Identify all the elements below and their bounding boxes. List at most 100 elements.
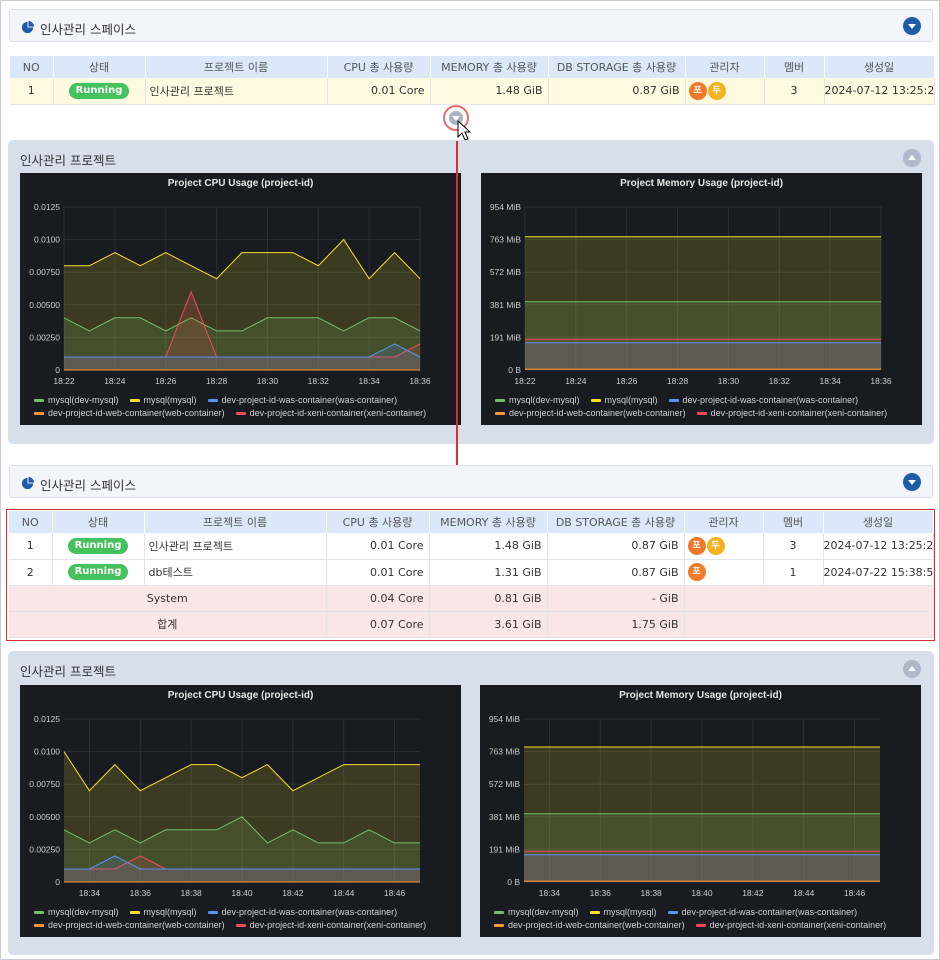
legend-label: dev-project-id-web-container(web-contain…	[48, 408, 225, 418]
legend-item[interactable]: mysql(dev-mysql)	[494, 906, 579, 919]
column-header[interactable]: 생성일	[823, 511, 934, 533]
y-tick-label: 381 MiB	[490, 300, 522, 310]
series-area	[64, 855, 420, 882]
column-header[interactable]: 멤버	[763, 511, 824, 533]
legend-item[interactable]: mysql(mysql)	[589, 906, 657, 919]
table-row[interactable]: 1 Running 인사관리 프로젝트 0.01 Core 1.48 GiB 0.87 G…	[10, 78, 935, 105]
admin-avatar[interactable]: 포	[687, 536, 706, 555]
table-row[interactable]: 1 Running 인사관리 프로젝트 0.01 Core 1.48 GiB 0.87 G…	[9, 533, 934, 560]
legend-item[interactable]: mysql(mysql)	[590, 394, 658, 407]
chevron-down-icon	[449, 111, 463, 125]
admin-avatar[interactable]: 두	[706, 536, 725, 555]
chevron-up-icon[interactable]	[903, 149, 921, 167]
summary-memory: 0.81 GiB	[429, 585, 548, 612]
series-line	[64, 855, 420, 870]
x-tick-label: 18:36	[130, 888, 152, 898]
row-project-name[interactable]: db테스트	[144, 559, 327, 586]
column-header[interactable]: DB STORAGE 총 사용량	[548, 56, 686, 78]
series-area	[525, 339, 881, 370]
legend-item[interactable]: dev-project-id-web-container(web-contain…	[34, 919, 225, 932]
legend-label: mysql(mysql)	[604, 395, 658, 405]
row-cpu-usage: 0.01 Core	[327, 78, 431, 105]
collapse-toggle-icon[interactable]	[903, 17, 921, 35]
series-area	[524, 851, 880, 882]
column-header[interactable]: DB STORAGE 총 사용량	[547, 511, 685, 533]
admin-avatar[interactable]: 두	[707, 81, 726, 100]
chart-title: Project Memory Usage (project-id)	[620, 178, 783, 189]
mouse-cursor-icon	[457, 120, 472, 141]
column-header[interactable]: 멤버	[764, 56, 825, 78]
legend-item[interactable]: dev-project-id-xeni-container(xeni-conta…	[696, 407, 887, 420]
chart-plot: 954 MiB 763 MiB 572 MiB 381 MiB 191 MiB 0 B 18…	[489, 714, 880, 898]
legend-label: dev-project-id-web-container(web-contain…	[508, 920, 685, 930]
legend-item[interactable]: dev-project-id-was-container(was-contain…	[207, 394, 398, 407]
series-line	[63, 816, 420, 844]
column-header[interactable]: MEMORY 총 사용량	[430, 56, 549, 78]
legend-label: dev-project-id-was-container(was-contain…	[221, 395, 398, 405]
legend-item[interactable]: mysql(mysql)	[129, 394, 197, 407]
legend-item[interactable]: dev-project-id-was-container(was-contain…	[667, 906, 857, 919]
legend-item[interactable]: dev-project-id-web-container(web-contain…	[34, 407, 225, 420]
column-header[interactable]: 상태	[53, 56, 146, 78]
legend-label: mysql(mysql)	[603, 907, 657, 917]
series-line	[64, 238, 421, 280]
summary-row: 합계 0.07 Core 3.61 GiB 1.75 GiB	[9, 611, 934, 638]
x-tick-label: 18:30	[718, 376, 740, 386]
legend-item[interactable]: dev-project-id-web-container(web-contain…	[495, 407, 686, 420]
row-created-date: 2024-07-12 13:25:23	[823, 533, 934, 560]
column-header[interactable]: 프로젝트 이름	[145, 56, 328, 78]
expand-row-button[interactable]	[443, 105, 469, 131]
pie-chart-icon	[21, 477, 34, 490]
row-project-name[interactable]: 인사관리 프로젝트	[145, 78, 328, 105]
column-header[interactable]: 관리자	[685, 56, 765, 78]
y-tick-label: 763 MiB	[490, 235, 522, 245]
legend-item[interactable]: dev-project-id-was-container(was-contain…	[207, 906, 397, 919]
legend-item[interactable]: dev-project-id-xeni-container(xeni-conta…	[235, 407, 426, 420]
legend-item[interactable]: mysql(dev-mysql)	[34, 906, 119, 919]
legend-item[interactable]: mysql(dev-mysql)	[34, 394, 119, 407]
column-header[interactable]: NO	[9, 511, 53, 533]
space-header[interactable]: 인사관리 스페이스	[9, 9, 933, 42]
series-area	[525, 342, 881, 370]
series-area	[525, 301, 881, 370]
legend-item[interactable]: dev-project-id-xeni-container(xeni-conta…	[695, 919, 886, 932]
chevron-up-icon[interactable]	[903, 660, 921, 678]
column-header[interactable]: 상태	[52, 511, 145, 533]
legend-item[interactable]: mysql(mysql)	[129, 906, 197, 919]
space-title: 인사관리 스페이스	[40, 22, 136, 37]
chart-title: Project CPU Usage (project-id)	[167, 178, 314, 189]
highlight-box	[6, 509, 935, 641]
legend-item[interactable]: mysql(dev-mysql)	[495, 394, 580, 407]
row-project-name[interactable]: 인사관리 프로젝트	[144, 533, 327, 560]
space-header[interactable]: 인사관리 스페이스	[9, 465, 933, 498]
column-header[interactable]: 관리자	[684, 511, 764, 533]
series-line	[63, 751, 420, 792]
series-area	[524, 747, 880, 882]
x-tick-label: 18:38	[181, 888, 203, 898]
legend-item[interactable]: dev-project-id-web-container(web-contain…	[494, 919, 685, 932]
admin-avatar[interactable]: 포	[687, 563, 706, 581]
summary-cpu: 0.07 Core	[326, 611, 430, 638]
series-area	[64, 343, 420, 370]
column-header[interactable]: 프로젝트 이름	[144, 511, 327, 533]
column-header[interactable]: CPU 총 사용량	[327, 56, 431, 78]
legend-swatch	[235, 412, 246, 416]
table-row[interactable]: 2 Running db테스트 0.01 Core 1.31 GiB 0.87 GiB 포 1…	[9, 559, 934, 586]
legend-swatch	[207, 399, 218, 403]
y-tick-label: 0.00250	[29, 332, 60, 342]
column-header[interactable]: CPU 총 사용량	[326, 511, 430, 533]
legend-swatch	[129, 399, 140, 403]
annotation-arrow	[456, 141, 458, 491]
x-tick-label: 18:26	[155, 376, 177, 386]
column-header[interactable]: MEMORY 총 사용량	[429, 511, 548, 533]
y-tick-label: 0.00500	[29, 812, 60, 822]
y-tick-label: 0 B	[507, 877, 520, 887]
collapse-toggle-icon[interactable]	[903, 473, 921, 491]
legend-item[interactable]: dev-project-id-xeni-container(xeni-conta…	[235, 919, 426, 932]
legend-item[interactable]: dev-project-id-was-container(was-contain…	[668, 394, 858, 407]
column-header[interactable]: NO	[10, 56, 54, 78]
admin-avatar[interactable]: 포	[688, 81, 707, 100]
column-header[interactable]: 생성일	[824, 56, 935, 78]
